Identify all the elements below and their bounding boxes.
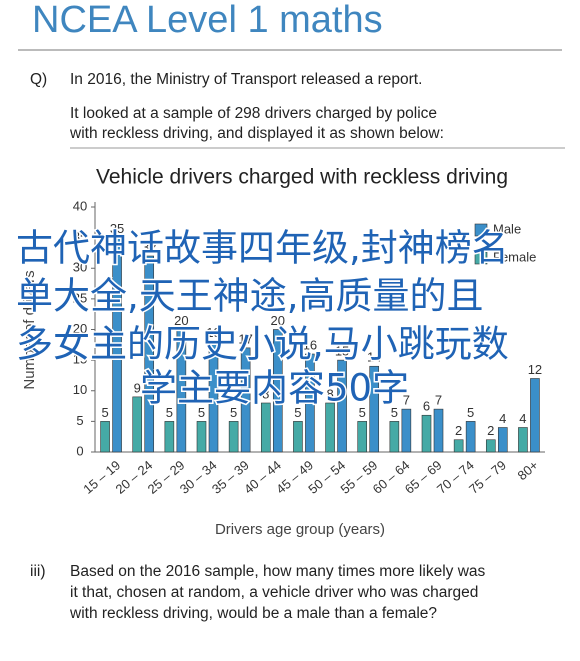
bar-value-label: 5 xyxy=(230,405,237,420)
bar xyxy=(337,359,347,453)
bar-value-label: 5 xyxy=(294,405,301,420)
overlay-text: 多女主的历史小说,马小跳玩数 xyxy=(16,323,509,366)
bar-value-label: 4 xyxy=(519,411,526,426)
bar-value-label: 16 xyxy=(303,337,317,352)
bar xyxy=(164,421,175,453)
y-tick-label: 5 xyxy=(76,413,83,428)
chart-title: Vehicle drivers charged with reckless dr… xyxy=(96,166,508,189)
part-line: with reckless driving, would be a male t… xyxy=(69,605,437,622)
legend-swatch xyxy=(474,223,488,237)
part-label: iii) xyxy=(30,563,46,580)
overlay-text: 学主要内容50字 xyxy=(140,367,409,410)
bar-value-label: 5 xyxy=(467,405,474,420)
bar-value-label: 6 xyxy=(423,399,430,414)
question-line: In 2016, the Ministry of Transport relea… xyxy=(70,71,422,88)
bar-value-label: 5 xyxy=(198,405,205,420)
y-tick-label: 35 xyxy=(73,229,87,244)
bar xyxy=(176,329,187,453)
bar-value-label: 9 xyxy=(134,380,141,395)
bar xyxy=(132,396,143,453)
bar xyxy=(196,421,207,453)
y-tick-label: 0 xyxy=(76,443,83,458)
bar xyxy=(485,439,496,453)
bar xyxy=(518,427,528,453)
y-tick-label: 40 xyxy=(73,198,87,213)
bar xyxy=(144,255,155,453)
header-title: NCEA Level 1 maths xyxy=(32,0,383,41)
y-tick-label: 10 xyxy=(73,382,87,397)
bar xyxy=(305,353,315,453)
bar-value-label: 4 xyxy=(499,411,506,426)
bar xyxy=(369,365,380,453)
y-tick-label: 25 xyxy=(73,290,87,305)
y-tick-label: 15 xyxy=(73,352,87,367)
y-axis-label: Number of drivers xyxy=(21,270,38,389)
bar-value-label: 2 xyxy=(455,423,462,438)
bar-value-label: 7 xyxy=(403,393,410,408)
bar xyxy=(100,421,110,453)
bar-value-label: 32 xyxy=(142,239,156,254)
question-line: with reckless driving, and displayed it … xyxy=(69,125,444,142)
bar xyxy=(112,237,122,453)
bar-value-label: 5 xyxy=(101,405,108,420)
bar xyxy=(293,421,303,453)
bar xyxy=(497,427,508,453)
part-line: Based on the 2016 sample, how many times… xyxy=(70,563,486,580)
bar xyxy=(240,347,251,453)
x-axis-label: Drivers age group (years) xyxy=(215,521,385,538)
bar-value-label: 7 xyxy=(435,393,442,408)
bar xyxy=(453,439,464,453)
overlay-text: 古代神话故事四年级,封神榜名 xyxy=(16,227,509,270)
bar-value-label: 20 xyxy=(174,313,188,328)
bar xyxy=(272,329,283,453)
bar-value-label: 17 xyxy=(238,331,252,346)
bar xyxy=(421,414,432,453)
bar xyxy=(465,421,476,453)
y-tick-label: 30 xyxy=(73,260,87,275)
legend-label: Male xyxy=(493,221,521,236)
legend-label: Female xyxy=(493,249,536,264)
bar-value-label: 18 xyxy=(206,325,220,340)
bar-value-label: 8 xyxy=(262,386,269,401)
bar xyxy=(530,378,540,453)
bar-value-label: 5 xyxy=(166,405,173,420)
bar xyxy=(325,402,335,453)
question-line: It looked at a sample of 298 drivers cha… xyxy=(70,105,437,122)
bar-value-label: 35 xyxy=(110,221,124,236)
bar-value-label: 15 xyxy=(335,344,349,359)
bar xyxy=(357,421,368,453)
bar xyxy=(260,402,271,453)
bar xyxy=(228,421,239,453)
bar-value-label: 5 xyxy=(391,405,398,420)
bar-value-label: 14 xyxy=(367,350,381,365)
bar-value-label: 8 xyxy=(326,386,333,401)
bar-value-label: 12 xyxy=(528,362,542,377)
bar xyxy=(208,341,219,453)
legend-swatch xyxy=(474,251,488,265)
bar-value-label: 5 xyxy=(359,405,366,420)
bar-value-label: 2 xyxy=(487,423,494,438)
part-line: it that, chosen at random, a vehicle dri… xyxy=(70,584,478,601)
bar xyxy=(401,408,412,453)
question-label: Q) xyxy=(30,71,47,88)
bar xyxy=(433,408,444,453)
bar-value-label: 20 xyxy=(271,313,285,328)
bar xyxy=(389,421,400,453)
y-tick-label: 20 xyxy=(73,321,87,336)
overlay-text: 单大全,天王神途,高质量的且 xyxy=(16,275,484,318)
